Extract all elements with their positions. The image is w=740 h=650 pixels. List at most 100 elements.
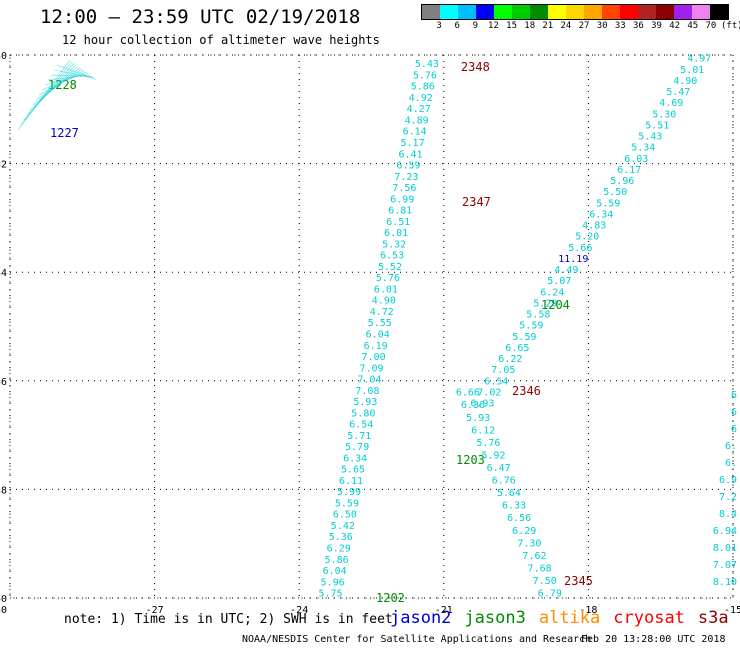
swh-value-label: 6.76: [492, 476, 516, 487]
swh-value-label: 6.54: [484, 376, 508, 387]
swh-value-label: 5.76: [376, 273, 400, 284]
swh-value-label: 6.04: [323, 566, 347, 577]
color-scale-label: 39: [651, 21, 662, 31]
satellite-legend-item: altika: [538, 608, 601, 628]
lat-tick-label: -34: [0, 268, 7, 279]
swh-value-label: 7.05: [491, 365, 515, 376]
swh-value-label: 6.29: [327, 544, 351, 555]
swh-value-label: 5.42: [331, 521, 355, 532]
swh-value-label: 5.65: [341, 465, 365, 476]
pass-label-2348: 2348: [461, 60, 490, 74]
swh-value-label: 5.07: [547, 276, 571, 287]
swh-value-label: 5.71: [347, 431, 371, 442]
swh-value-label: 5.59: [512, 332, 536, 343]
edge-track-value: 7.07: [713, 560, 737, 571]
swh-value-label: 5.76: [413, 70, 437, 81]
swh-value-label: 6.33: [502, 501, 526, 512]
swh-value-label: 11.19: [558, 254, 588, 265]
pass-label-2346: 2346: [512, 384, 541, 398]
swh-value-label: 5.80: [351, 408, 375, 419]
color-swatch: [494, 5, 512, 19]
lon-tick-label: -18: [579, 605, 597, 616]
color-swatch: [476, 5, 494, 19]
edge-track-value: 6: [731, 424, 737, 435]
color-scale-label: 70: [705, 21, 717, 31]
swh-value-label: 5.96: [321, 577, 345, 588]
color-swatch: [566, 5, 584, 19]
swh-value-label: 7.68: [528, 563, 552, 574]
swh-value-label: 6.34: [343, 453, 367, 464]
swh-value-label: 6.65: [505, 343, 529, 354]
swh-value-label: 6.11: [339, 476, 363, 487]
footer-note: note: 1) Time is in UTC; 2) SWH is in fe…: [64, 612, 393, 627]
swh-value-label: 6.56: [507, 513, 531, 524]
color-scale-label: 24: [560, 21, 572, 31]
swh-value-label: 6.79: [538, 589, 562, 600]
swh-value-label: 6.81: [388, 206, 412, 217]
color-swatch: [710, 5, 728, 19]
swh-value-label: 6.41: [398, 149, 422, 160]
color-swatch: [440, 5, 458, 19]
swh-value-label: 5.76: [476, 438, 500, 449]
color-scale-label: 30: [596, 21, 608, 31]
swh-value-label: 6.12: [471, 425, 495, 436]
color-scale-label: 18: [524, 21, 536, 31]
pass-label-2345: 2345: [564, 574, 593, 588]
swh-value-label: 6.14: [403, 127, 427, 138]
pass-label-1227: 1227: [50, 126, 79, 140]
color-scale-label: 36: [632, 21, 644, 31]
swh-value-label: 7.08: [355, 386, 379, 397]
pass-label-1228: 1228: [48, 78, 77, 92]
color-scale-label: 6: [454, 21, 460, 31]
swh-value-label: 5.43: [638, 132, 662, 143]
swh-value-label: 5.92: [481, 450, 505, 461]
lon-tick-label: -24: [290, 605, 308, 616]
swh-value-label: 6.47: [487, 463, 511, 474]
pass-label-2347: 2347: [462, 195, 491, 209]
pass-label-1204: 1204: [541, 298, 570, 312]
track-line: [56, 64, 97, 80]
lat-tick-label: -40: [0, 594, 7, 605]
color-scale-label: 12: [488, 21, 499, 31]
swh-value-label: 5.29: [533, 298, 557, 309]
swh-value-label: 4.49: [554, 265, 578, 276]
swh-value-label: 4.69: [659, 98, 683, 109]
swh-value-label: 5.50: [603, 187, 627, 198]
edge-track-value: 8.01: [713, 543, 737, 554]
swh-value-label: 5.66: [568, 243, 592, 254]
color-swatch: [656, 5, 674, 19]
edge-track-value: 6.9: [719, 475, 737, 486]
lat-tick-label: -36: [0, 377, 7, 388]
chart-subtitle: 12 hour collection of altimeter wave hei…: [62, 33, 380, 47]
footer-timestamp: Feb 20 13:28:00 UTC 2018: [581, 634, 726, 645]
swh-value-label: 5.34: [631, 143, 655, 154]
lat-tick-label: -32: [0, 160, 7, 171]
swh-value-label: 5.20: [575, 232, 599, 243]
swh-value-label: 7.56: [392, 183, 416, 194]
swh-value-label: 7.30: [517, 538, 541, 549]
color-scale-unit: (ft): [721, 21, 740, 31]
chart-title: 12:00 – 23:59 UTC 02/19/2018: [40, 6, 361, 28]
map-frame: [9, 54, 734, 599]
swh-value-label: 4.89: [405, 115, 429, 126]
swh-value-label: 7.62: [522, 551, 546, 562]
swh-value-label: 6.19: [364, 341, 388, 352]
satellite-legend-item: jason2: [390, 608, 452, 628]
color-scale-label: 27: [578, 21, 590, 31]
swh-value-label: 4.83: [582, 221, 606, 232]
color-swatch: [512, 5, 530, 19]
satellite-legend-item: jason3: [464, 608, 526, 628]
color-scale-label: 3: [436, 21, 442, 31]
swh-value-label: 6.03: [624, 154, 648, 165]
color-swatch: [530, 5, 548, 19]
swh-value-label: 5.36: [329, 532, 353, 543]
swh-value-label: 5.93: [353, 397, 377, 408]
swh-value-label: 5.51: [645, 120, 669, 131]
swh-value-label: 6.53: [380, 251, 404, 262]
swh-value-label: 6.50: [333, 510, 357, 521]
color-swatch: [458, 5, 476, 19]
lon-tick-label: -27: [146, 605, 164, 616]
